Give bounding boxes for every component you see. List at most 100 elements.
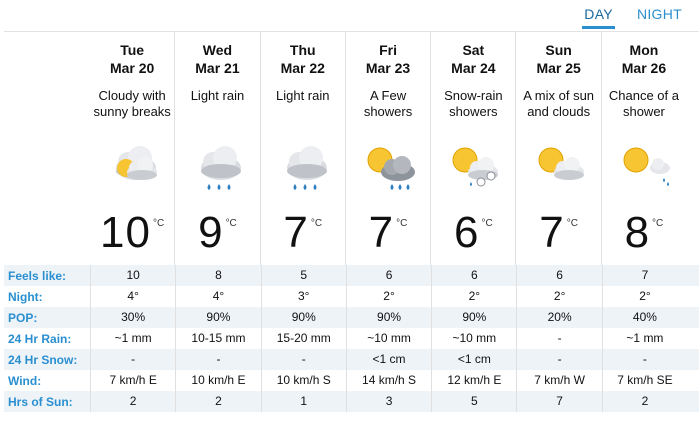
day-name: Thu	[289, 42, 316, 58]
row-cell: -	[260, 349, 346, 370]
row-cell: 6	[431, 265, 516, 286]
detail-row: Night: 4° 4° 3° 2° 2° 2° 2°	[4, 286, 699, 307]
day-column: Mon Mar 26 Chance of a shower 8 °C	[600, 32, 686, 265]
condition-text: Snow-rain showers	[444, 88, 503, 119]
day-column: Sun Mar 25 A mix of sun and clouds 7 °C	[515, 32, 600, 265]
row-cell: 3°	[260, 286, 346, 307]
tab-night[interactable]: NIGHT	[636, 6, 682, 22]
day-date: Mar 25	[536, 60, 581, 76]
row-label: Feels like:	[8, 268, 67, 283]
row-cell: 15-20 mm	[260, 328, 346, 349]
row-cell: 7 km/h E	[90, 370, 175, 391]
day-columns: Tue Mar 20 Cloudy with sunny breaks 10 °C Wed…	[90, 32, 699, 265]
row-label: 24 Hr Rain:	[8, 331, 72, 346]
day-date: Mar 23	[365, 60, 411, 76]
row-cell: 6	[345, 265, 431, 286]
row-cell: 10	[90, 265, 175, 286]
row-cell: 14 km/h S	[345, 370, 431, 391]
temperature-unit: °C	[310, 218, 323, 229]
forecast-table: Tue Mar 20 Cloudy with sunny breaks 10 °C Wed…	[4, 32, 699, 412]
day-name: Tue	[120, 42, 145, 58]
row-cell: ~10 mm	[345, 328, 431, 349]
day-name: Fri	[379, 42, 397, 58]
row-cell: ~10 mm	[431, 328, 516, 349]
row-cell: 5	[431, 391, 516, 412]
day-date: Mar 24	[451, 60, 496, 76]
detail-row: Wind: 7 km/h E 10 km/h E 10 km/h S 14 km/h S…	[4, 370, 699, 391]
day-column: Wed Mar 21 Light rain 9 °C	[174, 32, 259, 265]
temperature-value: 8	[624, 208, 651, 257]
temperature-value: 6	[453, 208, 480, 257]
temperature-unit: °C	[566, 218, 578, 229]
day-name: Wed	[202, 42, 233, 58]
row-cell: 5	[260, 265, 346, 286]
row-cell: -	[601, 349, 687, 370]
temperature-value: 7	[539, 208, 565, 257]
row-cell: 40%	[601, 307, 687, 328]
temperature: 7 °C	[346, 208, 430, 258]
detail-row: POP: 30% 90% 90% 90% 90% 20% 40%	[4, 307, 699, 328]
row-cell: 90%	[345, 307, 431, 328]
detail-rows: Feels like: 10 8 5 6 6 6 7 Night: 4° 4° 3° 2° 2° 2° 2° P…	[4, 265, 699, 412]
row-cell: 6	[516, 265, 601, 286]
divider	[4, 31, 699, 32]
day-column: Thu Mar 22 Light rain 7 °C	[259, 32, 345, 265]
condition-text: A Few showers	[363, 88, 413, 119]
temperature: 8 °C	[602, 208, 686, 258]
sun-cloud-icon	[527, 138, 591, 196]
row-cell: 4°	[90, 286, 175, 307]
temperature: 6 °C	[431, 208, 515, 258]
row-cell: ~1 mm	[90, 328, 175, 349]
row-cell: 12 km/h E	[431, 370, 516, 391]
row-label: Hrs of Sun:	[8, 394, 73, 409]
row-cell: 2°	[516, 286, 601, 307]
day-date: Mar 21	[195, 60, 240, 76]
row-cell: 4°	[175, 286, 260, 307]
row-cell: 7	[516, 391, 601, 412]
temperature-unit: °C	[652, 218, 664, 229]
detail-row: 24 Hr Rain: ~1 mm 10-15 mm 15-20 mm ~10 mm ~1…	[4, 328, 699, 349]
row-label: 24 Hr Snow:	[8, 352, 78, 367]
day-date: Mar 20	[109, 60, 155, 76]
temperature-value: 10	[100, 208, 151, 257]
row-cell: 90%	[431, 307, 516, 328]
day-column: Sat Mar 24 Snow-rain showers 6 °C	[430, 32, 515, 265]
day-name: Mon	[629, 42, 659, 58]
temperature-value: 7	[368, 208, 395, 257]
temperature-unit: °C	[153, 218, 165, 229]
row-cell: -	[516, 328, 601, 349]
row-label: POP:	[8, 310, 38, 325]
row-cell: 7	[601, 265, 687, 286]
row-cell: 30%	[90, 307, 175, 328]
row-cell: <1 cm	[345, 349, 431, 370]
condition-text: Cloudy with sunny breaks	[93, 88, 171, 119]
row-cell: 7 km/h W	[516, 370, 601, 391]
condition-text: Light rain	[276, 88, 330, 103]
row-cell: 7 km/h SE	[601, 370, 687, 391]
row-cell: 2°	[345, 286, 431, 307]
day-night-tabs: DAY NIGHT	[582, 5, 684, 29]
temperature-unit: °C	[225, 218, 237, 229]
row-cell: 2°	[601, 286, 687, 307]
row-cell: 10 km/h S	[260, 370, 346, 391]
row-cell: 20%	[516, 307, 601, 328]
detail-row: 24 Hr Snow: - - - <1 cm <1 cm - -	[4, 349, 699, 370]
temperature-value: 9	[198, 208, 224, 257]
sun-shower-chance-icon	[612, 138, 676, 196]
detail-row: Hrs of Sun: 2 2 1 3 5 7 2	[4, 391, 699, 412]
row-cell: <1 cm	[431, 349, 516, 370]
condition-text: Light rain	[190, 88, 245, 103]
row-label: Wind:	[8, 373, 42, 388]
temperature-value: 7	[283, 208, 309, 257]
tab-day[interactable]: DAY	[582, 5, 615, 29]
temperature-unit: °C	[481, 218, 493, 229]
row-cell: 1	[260, 391, 346, 412]
row-cell: 10-15 mm	[175, 328, 260, 349]
rain-cloud-icon	[271, 138, 335, 196]
snow-rain-icon	[441, 138, 505, 196]
row-cell: 90%	[260, 307, 346, 328]
temperature: 10 °C	[90, 208, 174, 258]
temperature-unit: °C	[396, 218, 408, 229]
day-date: Mar 26	[621, 60, 667, 76]
row-cell: 2	[175, 391, 260, 412]
